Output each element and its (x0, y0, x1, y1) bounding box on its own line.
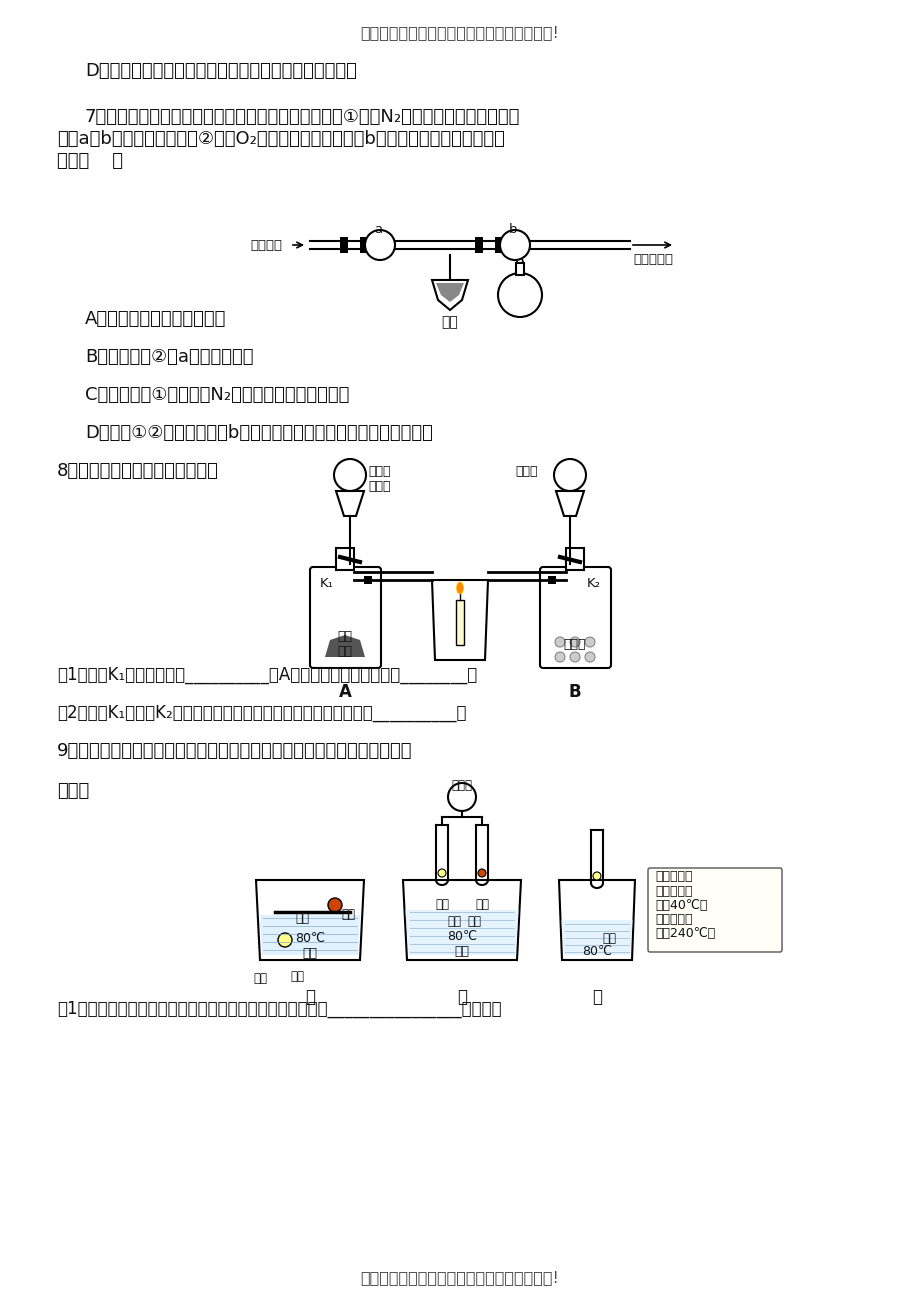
Text: 白磷: 白磷 (289, 970, 303, 983)
Text: 80℃: 80℃ (582, 945, 611, 958)
Text: 白磷: 白磷 (253, 973, 267, 986)
Polygon shape (255, 880, 364, 960)
Text: 点是240℃。: 点是240℃。 (654, 927, 714, 940)
Text: （2）关闭K₁、打开K₂，观察到蜡烛缓慢地熄灭。蜡烛熄灭的原因是__________。: （2）关闭K₁、打开K₂，观察到蜡烛缓慢地熄灭。蜡烛熄灭的原因是________… (57, 704, 466, 723)
Circle shape (499, 230, 529, 260)
Bar (474, 237, 482, 253)
Polygon shape (561, 921, 632, 954)
Text: 石灰石: 石灰石 (563, 638, 585, 651)
Text: 后，a、b中均无明显现象；②改通O₂片刻，熄灭酒精灯后，b中红磷燃烧。下列说法错误: 后，a、b中均无明显现象；②改通O₂片刻，熄灭酒精灯后，b中红磷燃烧。下列说法错… (57, 130, 505, 148)
Text: 稀盐酸: 稀盐酸 (515, 465, 537, 478)
Text: 查阅资料：: 查阅资料： (654, 870, 692, 883)
Text: 条件：: 条件： (57, 783, 89, 799)
Text: B: B (568, 684, 581, 700)
Circle shape (278, 934, 291, 947)
Text: 白磷的着火: 白磷的着火 (654, 885, 692, 898)
Circle shape (584, 652, 595, 661)
Text: a: a (373, 223, 381, 236)
Polygon shape (403, 880, 520, 960)
Text: 化锰: 化锰 (337, 644, 352, 658)
Text: 欢迎阅读本文档，希望本文档能对您有所帮助!: 欢迎阅读本文档，希望本文档能对您有所帮助! (360, 1269, 559, 1285)
Text: 氢溶液: 氢溶液 (368, 480, 390, 493)
Bar (565, 548, 584, 570)
Text: D．对比①②两个实验过程b中的实验现象，可知可燃物燃烧需要氧气: D．对比①②两个实验过程b中的实验现象，可知可燃物燃烧需要氧气 (85, 424, 433, 441)
Text: 红磷: 红磷 (474, 898, 489, 911)
Circle shape (328, 898, 342, 911)
Text: 热水: 热水 (302, 947, 317, 960)
Polygon shape (555, 491, 584, 516)
Text: 红磷: 红磷 (467, 915, 481, 928)
Text: D．白酒中的水蒸发时吸热，温度达不到布手帕的着火点: D．白酒中的水蒸发时吸热，温度达不到布手帕的着火点 (85, 62, 357, 79)
Circle shape (478, 868, 485, 878)
Ellipse shape (456, 582, 463, 594)
Text: 白磷: 白磷 (435, 898, 448, 911)
FancyBboxPatch shape (539, 566, 610, 668)
FancyBboxPatch shape (647, 868, 781, 952)
Bar (456, 600, 463, 644)
Bar (494, 237, 503, 253)
Text: 红磷: 红磷 (341, 907, 355, 921)
Text: 铜片: 铜片 (295, 911, 309, 924)
Polygon shape (404, 910, 518, 954)
Text: A．红磷燃烧，产生大量白雾: A．红磷燃烧，产生大量白雾 (85, 310, 226, 328)
FancyBboxPatch shape (310, 566, 380, 668)
Circle shape (554, 637, 564, 647)
Text: （1）打开K₁，观察到蜡烛__________；A中发生反应的化学方程式________。: （1）打开K₁，观察到蜡烛__________；A中发生反应的化学方程式____… (57, 667, 477, 684)
Text: 过氧化: 过氧化 (368, 465, 390, 478)
Text: 80℃: 80℃ (295, 932, 324, 945)
Text: 欢迎阅读本文档，希望本文档能对您有所帮助!: 欢迎阅读本文档，希望本文档能对您有所帮助! (360, 25, 559, 40)
Text: （1）如图甲进行实验，观察实验现象。红磷不能燃烧是因为________________，水中白: （1）如图甲进行实验，观察实验现象。红磷不能燃烧是因为_____________… (57, 1000, 501, 1018)
Text: 热水: 热水 (454, 945, 469, 958)
Text: B．实验过程②的a中无明显现象: B．实验过程②的a中无明显现象 (85, 348, 254, 366)
Text: 7．依据下图进行实验（夹持仪器略去）。实验过程：①通入N₂，点燃酒精灯，一段时间: 7．依据下图进行实验（夹持仪器略去）。实验过程：①通入N₂，点燃酒精灯，一段时间 (85, 108, 520, 126)
Circle shape (584, 637, 595, 647)
Circle shape (334, 460, 366, 491)
Circle shape (554, 652, 564, 661)
Text: 红磷: 红磷 (441, 315, 458, 329)
Text: 80℃: 80℃ (447, 930, 476, 943)
Text: 红磷的着火: 红磷的着火 (654, 913, 692, 926)
Polygon shape (559, 880, 634, 960)
Text: 丙: 丙 (591, 988, 601, 1006)
Text: b: b (508, 223, 516, 236)
Circle shape (437, 868, 446, 878)
Polygon shape (260, 915, 359, 954)
Text: 乙: 乙 (457, 988, 467, 1006)
Text: K₂: K₂ (586, 577, 600, 590)
Bar (335, 548, 354, 570)
Text: 8．利用如图所示装置进行实验。: 8．利用如图所示装置进行实验。 (57, 462, 219, 480)
Text: 通入气体: 通入气体 (250, 240, 282, 253)
Polygon shape (432, 579, 487, 660)
Polygon shape (432, 280, 468, 310)
Polygon shape (335, 491, 364, 516)
Bar (359, 237, 368, 253)
Text: 白磷: 白磷 (447, 915, 460, 928)
Circle shape (570, 652, 579, 661)
Text: 瘪气球: 瘪气球 (451, 779, 472, 792)
Text: 白磷: 白磷 (601, 932, 616, 945)
Text: 二氧: 二氧 (337, 630, 352, 643)
Circle shape (570, 637, 579, 647)
Text: A: A (338, 684, 351, 700)
Circle shape (553, 460, 585, 491)
Polygon shape (436, 283, 463, 302)
Text: 9．燃烧是我们熟悉的现象。某实验小组用如图所示实验方法来探究燃烧的: 9．燃烧是我们熟悉的现象。某实验小组用如图所示实验方法来探究燃烧的 (57, 742, 412, 760)
Text: 点是40℃，: 点是40℃， (654, 898, 707, 911)
Bar (516, 263, 524, 275)
Text: 接吸收装置: 接吸收装置 (632, 253, 673, 266)
Circle shape (593, 872, 600, 880)
Circle shape (448, 783, 475, 811)
Bar (340, 237, 347, 253)
Polygon shape (324, 635, 365, 658)
Text: 的是（    ）: 的是（ ） (57, 152, 123, 171)
Bar (548, 575, 555, 585)
Bar (364, 575, 371, 585)
Text: C．实验过程①要先通入N₂一段时间，再点燃酒精灯: C．实验过程①要先通入N₂一段时间，再点燃酒精灯 (85, 385, 349, 404)
Text: 甲: 甲 (305, 988, 314, 1006)
Text: K₁: K₁ (320, 577, 334, 590)
Circle shape (365, 230, 394, 260)
Circle shape (497, 273, 541, 316)
